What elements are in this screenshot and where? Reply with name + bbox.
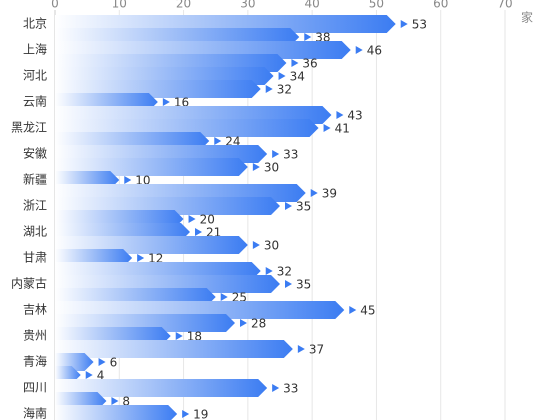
x-tick-label: 0 <box>51 0 59 11</box>
value-marker <box>240 319 247 327</box>
value-marker <box>265 85 273 93</box>
value-marker <box>111 397 119 405</box>
value-label: 8 <box>122 395 130 409</box>
value-label: 36 <box>302 57 317 71</box>
y-tick-label: 浙江 <box>23 199 47 213</box>
value-marker <box>175 332 183 340</box>
value-marker <box>291 59 299 67</box>
y-tick-label: 甘肃 <box>23 251 47 265</box>
y-tick-label: 黑龙江 <box>11 121 47 135</box>
value-marker <box>304 33 312 41</box>
value-label: 4 <box>97 369 105 383</box>
value-marker <box>137 254 145 262</box>
value-marker <box>285 202 292 210</box>
value-marker <box>162 98 170 106</box>
value-label: 43 <box>347 109 362 123</box>
value-marker <box>272 384 280 392</box>
value-label: 32 <box>277 83 292 97</box>
value-marker <box>182 410 190 418</box>
value-marker <box>336 111 344 119</box>
value-label: 39 <box>322 187 337 201</box>
y-tick-label: 湖北 <box>23 224 47 239</box>
y-tick-label: 上海 <box>23 42 47 57</box>
value-label: 53 <box>412 18 427 32</box>
value-marker <box>310 189 318 197</box>
x-axis-label: 家 <box>521 10 533 25</box>
value-marker <box>124 176 132 184</box>
bar <box>55 405 178 420</box>
value-label: 35 <box>296 200 311 214</box>
value-marker <box>195 228 202 236</box>
y-tick-label: 吉林 <box>23 303 47 317</box>
x-tick-label: 40 <box>305 0 320 11</box>
value-label: 35 <box>296 278 311 292</box>
value-label: 33 <box>283 148 298 162</box>
value-marker <box>285 280 292 288</box>
x-tick-label: 20 <box>176 0 191 11</box>
value-label: 30 <box>264 239 279 253</box>
value-label: 30 <box>264 161 279 175</box>
value-label: 28 <box>251 317 266 331</box>
value-marker <box>85 371 93 379</box>
value-marker <box>278 72 286 80</box>
bar <box>55 340 293 358</box>
value-label: 32 <box>277 265 292 279</box>
value-marker <box>98 358 106 366</box>
value-marker <box>400 20 408 28</box>
value-label: 20 <box>200 213 215 227</box>
value-marker <box>323 124 331 132</box>
value-label: 46 <box>367 44 382 58</box>
y-tick-label: 云南 <box>23 94 47 109</box>
value-marker <box>252 241 260 249</box>
value-marker <box>188 215 196 223</box>
value-label: 34 <box>290 70 305 84</box>
y-tick-label: 青海 <box>23 354 47 369</box>
y-tick-label: 海南 <box>23 406 47 420</box>
y-tick-label: 内蒙古 <box>11 276 47 291</box>
x-tick-label: 50 <box>369 0 384 11</box>
value-label: 41 <box>335 122 350 136</box>
value-marker <box>355 46 363 54</box>
value-label: 19 <box>193 408 208 420</box>
value-marker <box>265 267 273 275</box>
x-tick-label: 10 <box>112 0 127 11</box>
x-tick-label: 60 <box>433 0 448 11</box>
y-tick-label: 贵州 <box>23 329 47 343</box>
y-tick-label: 河北 <box>23 69 47 83</box>
value-marker <box>272 150 280 158</box>
x-tick-label: 30 <box>240 0 255 11</box>
x-tick-label: 70 <box>497 0 512 11</box>
value-label: 45 <box>360 304 375 318</box>
value-marker <box>297 345 305 353</box>
y-tick-label: 北京 <box>23 17 47 31</box>
y-tick-label: 四川 <box>23 381 47 395</box>
value-marker <box>349 306 357 314</box>
y-tick-label: 安徽 <box>23 146 47 161</box>
value-label: 6 <box>110 356 118 370</box>
value-label: 33 <box>283 382 298 396</box>
bar <box>55 379 268 397</box>
value-marker <box>214 137 222 145</box>
value-marker <box>252 163 260 171</box>
value-marker <box>220 293 228 301</box>
value-label: 37 <box>309 343 324 357</box>
y-tick-label: 新疆 <box>23 172 47 187</box>
